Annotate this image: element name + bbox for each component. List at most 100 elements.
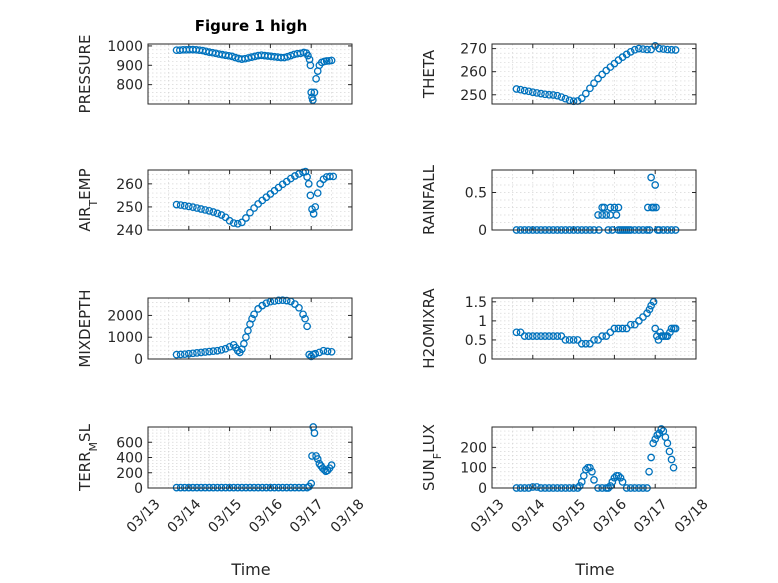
data-point	[630, 45, 639, 54]
data-point	[312, 74, 320, 83]
y-axis-label: TERRMSL	[76, 423, 100, 492]
axes-box	[491, 426, 697, 489]
data-point	[308, 96, 317, 104]
data-point	[612, 211, 621, 219]
data-point	[610, 324, 619, 333]
data-point	[647, 45, 655, 54]
data-point	[643, 45, 651, 54]
data-point	[549, 91, 558, 99]
y-axis-label: RAINFALL	[420, 164, 438, 235]
data-point	[649, 203, 658, 212]
y-axis-label: THETA	[420, 49, 438, 99]
figure-title: Figure 1 high	[195, 17, 308, 35]
y-tick-label: 0.5	[465, 186, 487, 202]
data-point	[590, 336, 598, 344]
data-point	[172, 350, 181, 359]
data-point	[614, 324, 623, 333]
data-point	[516, 85, 525, 94]
data-point	[282, 296, 291, 305]
x-tick-label: 03/15	[549, 496, 589, 536]
data-point	[645, 305, 654, 314]
data-point	[512, 328, 521, 337]
data-point	[304, 179, 313, 188]
data-point	[651, 324, 660, 333]
data-point	[315, 348, 324, 357]
axes-box	[147, 297, 353, 360]
data-point	[557, 93, 566, 101]
y-tick-label: 100	[460, 461, 487, 477]
y-tick-label: 260	[460, 65, 487, 81]
data-point	[598, 332, 607, 340]
data-point	[590, 476, 598, 484]
data-point	[313, 189, 322, 197]
subplot-air-temp: 240 250 260 AIRTEMP	[76, 167, 353, 239]
x-tick-label: 03/15	[205, 496, 245, 536]
data-point	[671, 46, 680, 54]
data-point	[561, 336, 570, 344]
data-point	[205, 347, 214, 356]
data-point	[575, 482, 584, 490]
data-point	[295, 303, 303, 312]
axes-box	[147, 426, 353, 489]
y-tick-label: 200	[460, 440, 487, 456]
data-point	[663, 332, 672, 340]
data-point	[590, 79, 598, 88]
data-point	[250, 204, 258, 212]
y-axis-label: AIRTEMP	[76, 168, 100, 231]
data-point	[244, 326, 252, 335]
axes-box	[491, 297, 697, 360]
data-point	[557, 332, 566, 340]
data-point	[217, 211, 226, 219]
data-point	[644, 203, 652, 212]
data-point	[541, 332, 549, 340]
data-point	[193, 204, 201, 212]
y-tick-label: 200	[116, 466, 143, 482]
x-tick-label: 03/13	[124, 496, 164, 536]
axes-box	[491, 169, 697, 231]
x-tick-label: 03/17	[631, 496, 671, 536]
data-point	[528, 483, 537, 491]
data-point	[520, 86, 529, 95]
y-tick-label: 1.5	[465, 295, 487, 311]
data-point	[586, 463, 594, 472]
data-point	[663, 45, 672, 54]
data-point	[586, 84, 594, 93]
data-point	[666, 328, 674, 337]
data-point	[176, 201, 185, 209]
data-point	[616, 473, 625, 482]
data-point	[671, 324, 680, 333]
data-point	[327, 347, 336, 356]
data-point	[659, 332, 668, 340]
data-point	[537, 89, 545, 98]
data-point	[594, 336, 602, 344]
data-point	[309, 209, 318, 218]
data-point	[303, 322, 311, 331]
data-point	[303, 173, 311, 181]
data-point	[306, 191, 315, 200]
data-point	[655, 44, 664, 53]
data-point	[327, 56, 336, 65]
data-point	[323, 347, 332, 356]
y-tick-label: 600	[116, 435, 143, 451]
data-point	[201, 348, 209, 356]
y-axis-label: PRESSURE	[76, 35, 94, 114]
data-point	[313, 455, 322, 463]
data-point	[528, 332, 537, 340]
y-tick-label: 0	[478, 481, 487, 497]
data-point	[197, 205, 205, 213]
data-point	[565, 336, 574, 344]
data-point	[630, 320, 639, 329]
data-point	[299, 310, 307, 319]
data-point	[533, 483, 541, 491]
y-tick-label: 270	[460, 42, 487, 58]
data-point	[217, 345, 226, 354]
x-tick-label: 03/16	[590, 496, 630, 536]
data-point	[545, 90, 553, 99]
data-point	[233, 346, 242, 355]
data-point	[180, 350, 189, 359]
data-point	[533, 89, 541, 97]
subplot-h2omixra: 0 0.5 1 1.5 H2OMIXRA	[420, 288, 697, 369]
y-tick-label: 250	[460, 88, 487, 104]
data-point	[189, 203, 197, 212]
